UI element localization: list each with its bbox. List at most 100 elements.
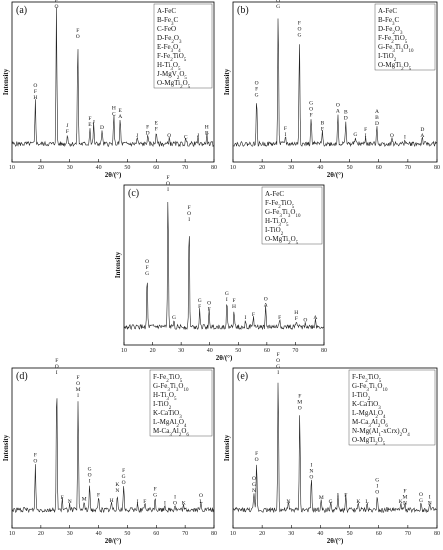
x-tick-label: 60 — [376, 531, 382, 537]
panel-c: 10 20 30 40 50 60 70 802θ/(°)Intensity(c)GFOIOF… — [114, 175, 327, 362]
legend-entry: I-TiO2 — [265, 226, 284, 237]
peak-label: O — [145, 259, 149, 265]
xrd-trace — [232, 18, 438, 147]
peak-label: E — [119, 108, 123, 114]
peak-label: I — [337, 492, 339, 498]
peak-label: O — [252, 476, 256, 482]
x-tick-label: 40 — [96, 531, 102, 537]
peak-label: G — [122, 474, 126, 480]
peak-label: F — [155, 126, 158, 132]
legend: A-FeCB-Fe3CC-FeOD-Fe2O3E-Fe3O4F-Fe2TiO5H… — [153, 3, 213, 90]
peak-label: F — [321, 126, 324, 132]
peak-label: F — [277, 352, 280, 358]
peak-label: G — [145, 271, 149, 277]
peak-label: H — [112, 105, 116, 111]
peak-label: F — [188, 205, 191, 211]
x-tick-label: 60 — [264, 348, 270, 354]
legend-entry: A-FeC — [265, 190, 284, 198]
peak-label: O — [336, 103, 340, 109]
peak-label: O — [76, 381, 80, 387]
legend-entry: F-Fe2TiO5 — [378, 34, 408, 45]
peak-label: F — [143, 499, 146, 505]
x-tick-label: 10 — [230, 165, 236, 171]
x-tick-label: 80 — [434, 531, 440, 537]
x-tick-label: 20 — [38, 165, 44, 171]
peak-label: F — [97, 492, 100, 498]
peak-label: I — [429, 494, 431, 500]
legend: F-Fe2TiO5G-Fe3Ti3O10I-TiO2K-CaTiO3L-MgAl… — [348, 369, 436, 447]
x-axis-title: 2θ/(°) — [105, 537, 122, 545]
x-tick-label: 50 — [347, 165, 353, 171]
legend-entry: F-Fe2TiO5 — [265, 199, 295, 210]
peak-label: I — [188, 217, 190, 223]
peak-label: E — [88, 122, 92, 128]
peak-label: F — [61, 495, 64, 501]
legend-entry: F-Fe2TiO5 — [157, 52, 187, 63]
peak-label: N — [286, 499, 290, 505]
peak-label: I — [404, 134, 406, 140]
peak-label: D — [100, 125, 104, 131]
peak-label: A — [264, 303, 268, 309]
peak-label: F — [55, 0, 58, 4]
x-axis-title: 2θ/(°) — [216, 354, 233, 362]
peak-label: I — [277, 370, 279, 376]
x-tick-label: 80 — [321, 348, 327, 354]
x-tick-label: 80 — [211, 165, 217, 171]
x-tick-label: 70 — [292, 348, 298, 354]
x-axis-title: 2θ/(°) — [105, 171, 122, 179]
legend-entry: F-Fe2TiO5 — [352, 373, 382, 384]
peak-label: I — [245, 315, 247, 321]
peak-label: F — [298, 393, 301, 399]
peak-label: J — [93, 120, 96, 126]
peak-label: K — [182, 500, 186, 506]
peak-label: K — [115, 482, 119, 488]
legend-box — [348, 369, 436, 446]
x-tick-label: 40 — [317, 165, 323, 171]
peak-label: B — [375, 115, 379, 121]
legend-entry: O-MgTi2O5 — [265, 235, 299, 246]
peak-label: G — [419, 498, 423, 504]
peak-label: O — [167, 133, 171, 139]
peak-label: F — [122, 468, 125, 474]
x-tick-label: 10 — [121, 348, 127, 354]
x-tick-label: 20 — [150, 348, 156, 354]
peak-label: O — [298, 405, 302, 411]
peak-label: O — [187, 211, 191, 217]
peak-label: F — [34, 452, 37, 458]
plot-frame — [11, 367, 215, 529]
peak-label: O — [276, 358, 280, 364]
peak-label: A — [118, 114, 122, 120]
y-axis-title: Intensity — [2, 68, 10, 95]
x-tick-label: 60 — [153, 531, 159, 537]
xrd-trace — [123, 201, 324, 331]
peak-label: A — [313, 315, 317, 321]
legend-entry: E-Fe3O4 — [157, 43, 181, 54]
legend-entry: I-TiO2 — [352, 391, 371, 402]
legend-entry: B-Fe3C — [157, 16, 179, 27]
peak-label: I — [310, 463, 312, 469]
plot-frame — [123, 184, 325, 346]
peak-label: F — [198, 304, 201, 310]
peak-label: F — [255, 86, 258, 92]
x-tick-label: 30 — [178, 348, 184, 354]
peak-label: N — [309, 469, 313, 475]
peak-label: O — [88, 473, 92, 479]
legend-entry: G-Fe3Ti3O10 — [378, 43, 414, 54]
peak-label: O — [255, 80, 259, 86]
x-tick-label: 50 — [124, 531, 130, 537]
peak-label: N — [68, 499, 72, 505]
xrd-trace — [11, 398, 214, 514]
plot-frame — [11, 1, 215, 163]
peak-label: O — [375, 490, 379, 496]
peak-label: D — [344, 115, 348, 121]
peak-label: I — [226, 297, 228, 303]
legend-entry: H-Ti3O5 — [265, 217, 289, 228]
peak-label: A — [420, 133, 424, 139]
x-tick-label: 30 — [67, 165, 73, 171]
y-axis-title: Intensity — [223, 68, 231, 95]
peak-label: O — [207, 301, 211, 307]
panel-a: 10 20 30 40 50 60 70 802θ/(°)Intensity(a)HFOOFF… — [2, 0, 217, 179]
panel-label: (b) — [237, 5, 249, 16]
legend-entry: A-FeC — [157, 7, 176, 15]
